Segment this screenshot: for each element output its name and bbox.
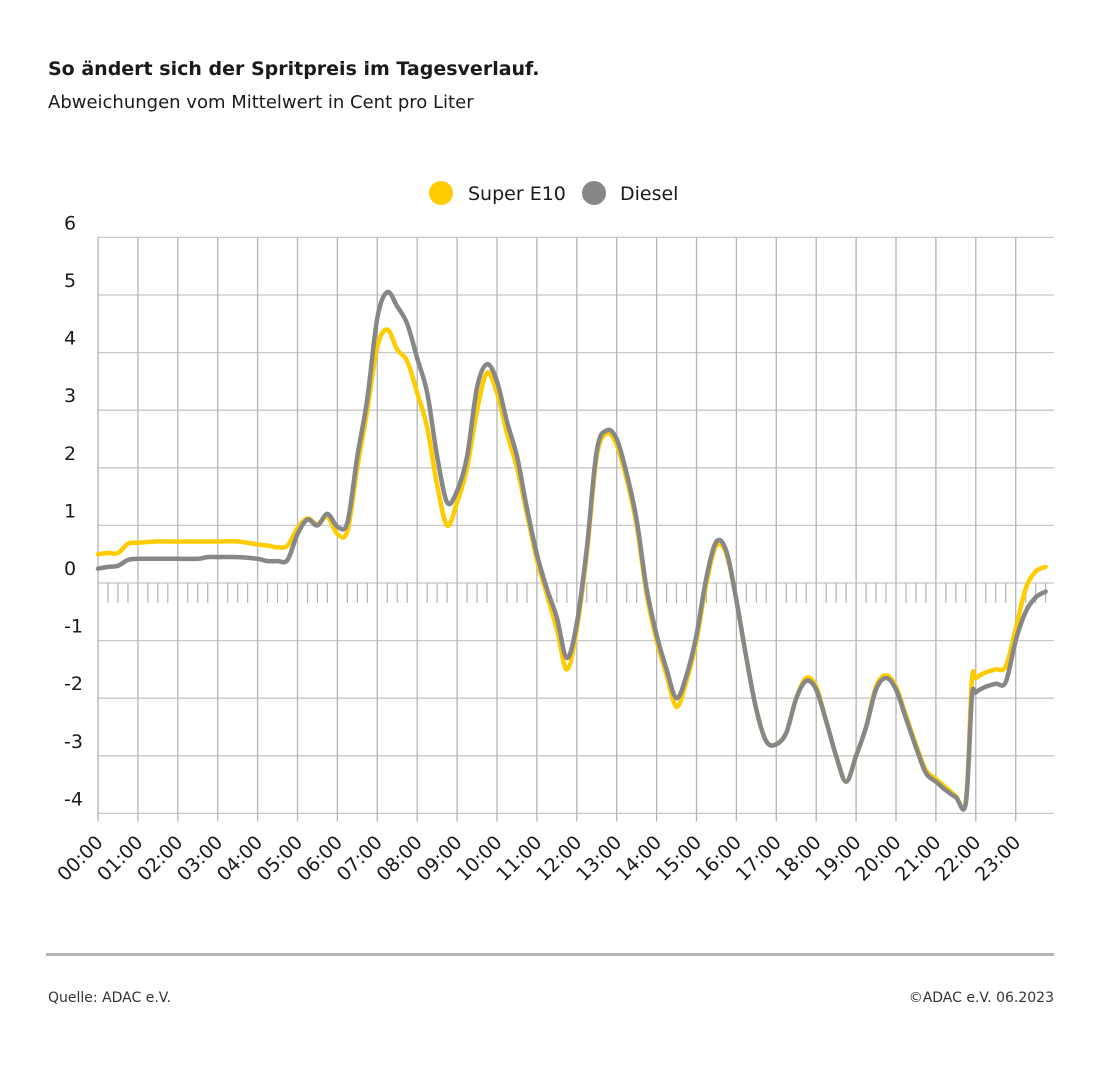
y-tick-label: 3	[64, 385, 76, 407]
y-tick-label: -4	[64, 788, 83, 810]
series-lines	[95, 289, 1048, 812]
y-tick-label: 6	[64, 212, 76, 234]
y-tick-label: 1	[64, 500, 76, 522]
x-tick-label: 23:00	[971, 831, 1025, 885]
x-axis: 00:0001:0002:0003:0004:0005:0006:0007:00…	[53, 831, 1025, 885]
chart-subtitle: Abweichungen vom Mittelwert in Cent pro …	[48, 92, 474, 113]
y-tick-label: 2	[64, 443, 76, 465]
legend-label: Super E10	[468, 183, 566, 205]
y-tick-label: -1	[64, 616, 83, 638]
legend: Super E10 Diesel	[429, 181, 678, 205]
y-tick-label: -2	[64, 673, 83, 695]
y-tick-label: 0	[64, 558, 76, 580]
legend-marker-0	[429, 181, 453, 205]
legend-marker-1	[582, 181, 606, 205]
y-tick-label: -3	[64, 731, 83, 753]
y-tick-label: 4	[64, 328, 76, 350]
footer-divider	[46, 953, 1054, 956]
y-axis: 6 5 4 3 2 1 0 -1 -2 -3 -4	[64, 212, 83, 810]
series-line-super-e10	[95, 327, 1048, 812]
grid	[97, 236, 1054, 822]
legend-label: Diesel	[620, 183, 678, 205]
series-line-diesel	[95, 289, 1048, 812]
chart-title: So ändert sich der Spritpreis im Tagesve…	[48, 58, 540, 80]
y-tick-label: 5	[64, 270, 76, 292]
source-note: Quelle: ADAC e.V.	[48, 990, 172, 1006]
copyright-note: ©ADAC e.V. 06.2023	[908, 990, 1054, 1006]
